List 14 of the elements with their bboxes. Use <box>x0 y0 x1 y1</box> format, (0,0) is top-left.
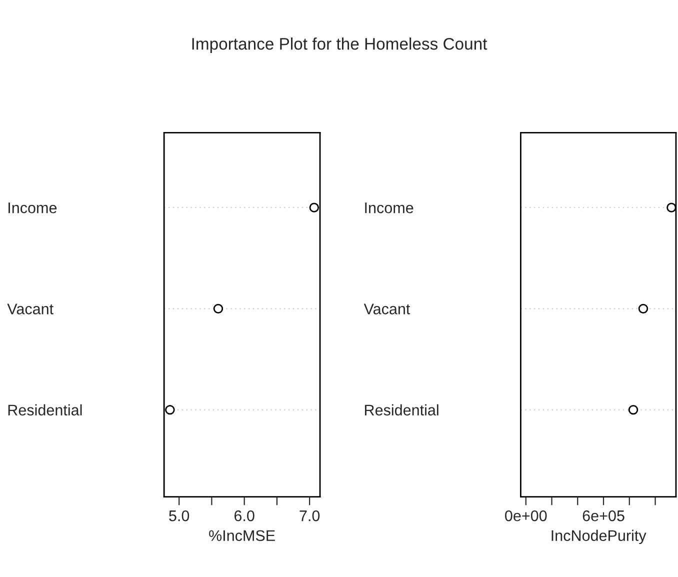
y-tick-label: Income <box>365 202 414 214</box>
x-axis-title: %IncMSE <box>209 530 275 542</box>
x-tick-label: 0e+00 <box>505 510 547 522</box>
chart-title: Importance Plot for the Homeless Count <box>192 38 488 54</box>
x-tick-label: 7.0 <box>300 510 320 522</box>
x-tick-label: 6e+05 <box>582 510 624 522</box>
y-tick-label: Residential <box>365 404 438 416</box>
x-axis-title: IncNodePurity <box>552 530 646 544</box>
y-tick-label: Vacant <box>364 304 410 314</box>
y-tick-label: Residential <box>8 404 82 416</box>
y-tick-label: Income <box>8 202 57 214</box>
x-tick-label: 6.0 <box>234 510 254 522</box>
y-tick-label: Vacant <box>7 304 54 314</box>
x-tick-label: 5.0 <box>169 510 190 522</box>
